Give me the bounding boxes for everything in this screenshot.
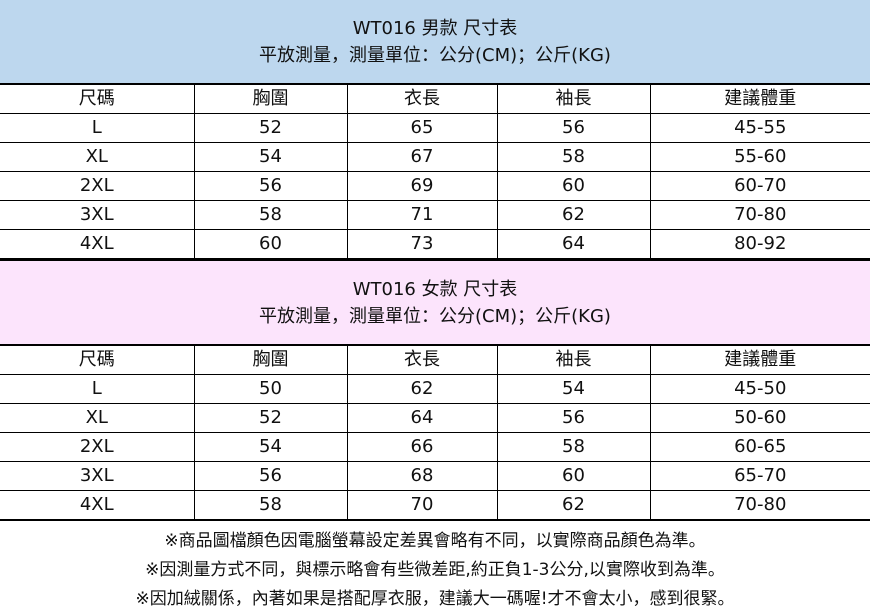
men-size-chart-header: WT016 男款 尺寸表 平放測量，測量單位：公分(CM)；公斤(KG)	[0, 0, 870, 85]
table-cell: 64	[346, 403, 498, 433]
men-size-table: 尺碼 胸圍 衣長 袖長 建議體重 L 52 65 56 45-55 XL 54 67 58 55-60 2XL…	[0, 85, 870, 259]
table-cell: 69	[346, 171, 498, 201]
table-cell: 73	[346, 229, 498, 259]
table-row: L 52 65 56 45-55	[0, 113, 870, 143]
table-cell: 4XL	[0, 229, 195, 259]
note-line: ※商品圖檔顏色因電腦螢幕設定差異會略有不同，以實際商品顏色為準。	[164, 531, 706, 551]
table-row: XL 52 64 56 50-60	[0, 403, 870, 433]
men-title: WT016 男款 尺寸表	[352, 17, 518, 39]
table-row: 2XL 56 69 60 60-70	[0, 171, 870, 201]
table-header-row: 尺碼 胸圍 衣長 袖長 建議體重	[0, 85, 870, 114]
table-cell: 71	[346, 200, 498, 230]
notes: ※商品圖檔顏色因電腦螢幕設定差異會略有不同，以實際商品顏色為準。 ※因測量方式不同…	[0, 520, 870, 614]
table-cell: L	[0, 113, 195, 143]
table-cell: 68	[346, 461, 498, 491]
table-row: 4XL 58 70 62 70-80	[0, 490, 870, 520]
table-cell: 45-50	[649, 374, 870, 404]
table-cell: 70	[346, 490, 498, 520]
column-header: 衣長	[346, 85, 498, 114]
table-header-row: 尺碼 胸圍 衣長 袖長 建議體重	[0, 346, 870, 375]
table-cell: 60-65	[649, 432, 870, 462]
column-header: 建議體重	[649, 346, 870, 375]
table-cell: XL	[0, 142, 195, 172]
table-cell: 55-60	[649, 142, 870, 172]
table-cell: 45-55	[649, 113, 870, 143]
table-cell: 54	[193, 432, 348, 462]
women-size-chart-header: WT016 女款 尺寸表 平放測量，測量單位：公分(CM)；公斤(KG)	[0, 259, 870, 346]
table-cell: 60	[496, 171, 651, 201]
table-cell: 60-70	[649, 171, 870, 201]
column-header: 袖長	[496, 85, 651, 114]
table-cell: 80-92	[649, 229, 870, 259]
women-subtitle: 平放測量，測量單位：公分(CM)；公斤(KG)	[259, 305, 611, 327]
table-cell: 67	[346, 142, 498, 172]
column-header: 胸圍	[193, 85, 348, 114]
table-cell: 52	[193, 403, 348, 433]
table-row: 3XL 58 71 62 70-80	[0, 200, 870, 230]
women-title: WT016 女款 尺寸表	[352, 278, 518, 300]
table-cell: 58	[496, 432, 651, 462]
table-cell: 54	[193, 142, 348, 172]
table-cell: 62	[496, 490, 651, 520]
table-cell: 56	[193, 461, 348, 491]
men-subtitle: 平放測量，測量單位：公分(CM)；公斤(KG)	[259, 44, 611, 66]
table-cell: 50	[193, 374, 348, 404]
column-header: 尺碼	[0, 346, 195, 375]
column-header: 衣長	[346, 346, 498, 375]
table-cell: 60	[496, 461, 651, 491]
column-header: 胸圍	[193, 346, 348, 375]
table-cell: 56	[496, 113, 651, 143]
note-line: ※因加絨關係，內著如果是搭配厚衣服，建議大一碼喔!才不會太小，感到很緊。	[135, 589, 735, 609]
table-cell: 3XL	[0, 461, 195, 491]
table-cell: 65	[346, 113, 498, 143]
table-cell: 50-60	[649, 403, 870, 433]
table-row: XL 54 67 58 55-60	[0, 142, 870, 172]
table-cell: L	[0, 374, 195, 404]
table-cell: 56	[496, 403, 651, 433]
table-cell: 70-80	[649, 200, 870, 230]
table-row: 3XL 56 68 60 65-70	[0, 461, 870, 491]
table-cell: 62	[496, 200, 651, 230]
table-cell: 58	[193, 200, 348, 230]
table-row: 4XL 60 73 64 80-92	[0, 229, 870, 259]
table-cell: 65-70	[649, 461, 870, 491]
table-cell: 3XL	[0, 200, 195, 230]
table-cell: 2XL	[0, 432, 195, 462]
table-cell: 66	[346, 432, 498, 462]
column-header: 袖長	[496, 346, 651, 375]
table-cell: 56	[193, 171, 348, 201]
note-line: ※因測量方式不同，與標示略會有些微差距,約正負1-3公分,以實際收到為準。	[145, 560, 725, 580]
table-cell: 2XL	[0, 171, 195, 201]
table-cell: 58	[193, 490, 348, 520]
table-row: L 50 62 54 45-50	[0, 374, 870, 404]
women-size-table: 尺碼 胸圍 衣長 袖長 建議體重 L 50 62 54 45-50 XL 52 64 56 50-60 2XL…	[0, 346, 870, 520]
table-cell: 54	[496, 374, 651, 404]
table-cell: 58	[496, 142, 651, 172]
table-row: 2XL 54 66 58 60-65	[0, 432, 870, 462]
table-cell: 70-80	[649, 490, 870, 520]
table-cell: XL	[0, 403, 195, 433]
table-cell: 60	[193, 229, 348, 259]
table-cell: 64	[496, 229, 651, 259]
table-cell: 4XL	[0, 490, 195, 520]
table-cell: 52	[193, 113, 348, 143]
column-header: 尺碼	[0, 85, 195, 114]
table-cell: 62	[346, 374, 498, 404]
column-header: 建議體重	[649, 85, 870, 114]
